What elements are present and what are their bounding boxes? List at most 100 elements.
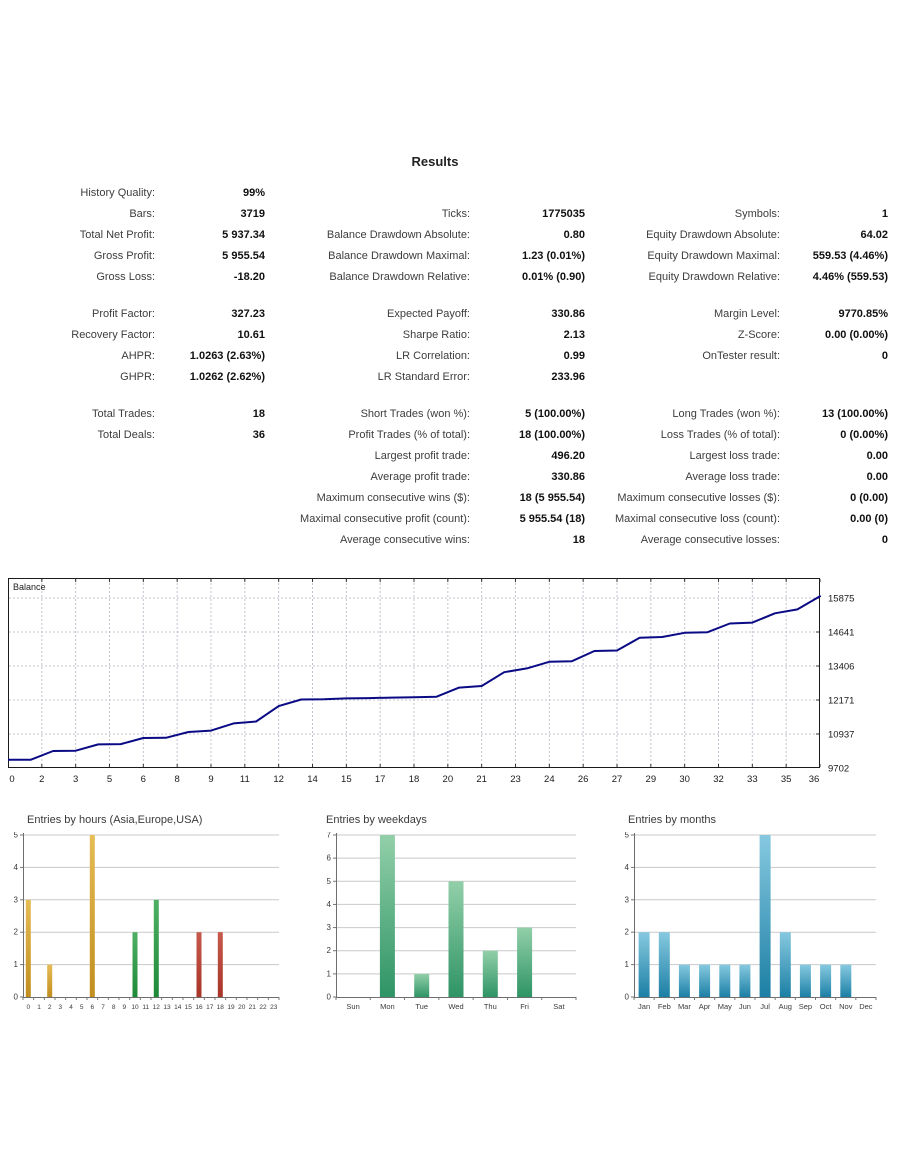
x-axis-tick-label: 32 bbox=[713, 774, 724, 785]
stat-value: 18 bbox=[572, 533, 585, 546]
y-axis-tick-label: 3 bbox=[625, 895, 630, 904]
stat-value: 0.00 (0.00%) bbox=[825, 328, 888, 341]
chart-month-svg: 0 1 2 3 4 5 Jan Feb Mar Apr May Jun Jul Aug Sep Oct Nov D… bbox=[625, 832, 877, 1011]
results-stats-table: History Quality: 99% Bars: 3719 Ticks: 177503… bbox=[0, 182, 888, 550]
y-axis-tick-label: 1 bbox=[14, 960, 19, 969]
y-axis-tick-label: 13406 bbox=[828, 662, 854, 673]
y-axis-tick-label: 3 bbox=[14, 895, 19, 904]
stats-row: Total Trades: 18 Short Trades (won %): 5 (1… bbox=[0, 403, 888, 424]
x-axis-tick-label: Feb bbox=[658, 1002, 671, 1011]
x-axis-tick-label: 5 bbox=[107, 774, 112, 785]
y-axis-tick-label: 1 bbox=[625, 960, 630, 969]
stat-label: Maximum consecutive losses ($): bbox=[617, 491, 780, 504]
stat-label: Balance Drawdown Relative: bbox=[329, 270, 470, 283]
stat-label: Average consecutive wins: bbox=[339, 533, 470, 546]
stat-label: Gross Loss: bbox=[96, 270, 155, 283]
stat-value: 1.0262 (2.62%) bbox=[189, 370, 265, 383]
x-axis-tick-label: Aug bbox=[779, 1002, 792, 1011]
y-axis-tick-label: 15875 bbox=[828, 594, 854, 605]
y-axis-tick-label: 0 bbox=[14, 993, 19, 1002]
stat-value: 10.61 bbox=[237, 328, 265, 341]
y-axis-tick-label: 4 bbox=[14, 863, 19, 872]
stat-label: Profit Trades (% of total): bbox=[348, 428, 470, 441]
bar-6 bbox=[89, 835, 95, 997]
stat-value: 0 bbox=[881, 349, 888, 362]
stats-row: History Quality: 99% bbox=[0, 182, 888, 203]
stat-value: 1775035 bbox=[542, 207, 585, 220]
stat-label: Average loss trade: bbox=[685, 470, 780, 483]
x-axis-tick-label: 4 bbox=[69, 1004, 73, 1011]
x-axis-tick-label: Jun bbox=[739, 1002, 751, 1011]
stat-label: Average consecutive losses: bbox=[640, 533, 780, 546]
x-axis-tick-label: 11 bbox=[142, 1004, 149, 1011]
balance-series-line bbox=[8, 595, 821, 761]
stat-value: 18 (5 955.54) bbox=[519, 491, 585, 504]
bar-Tue bbox=[414, 973, 430, 997]
x-axis-tick-label: 19 bbox=[227, 1004, 235, 1011]
stats-row: AHPR: 1.0263 (2.63%) LR Correlation: 0.99 On… bbox=[0, 345, 888, 366]
stats-row: Average consecutive wins: 18 Average conse… bbox=[0, 529, 888, 550]
x-axis-tick-label: 23 bbox=[510, 774, 521, 785]
x-axis-tick-label: 5 bbox=[80, 1004, 84, 1011]
x-axis-tick-label: 26 bbox=[578, 774, 589, 785]
y-axis-tick-label: 14641 bbox=[828, 628, 854, 639]
x-axis-tick-label: 6 bbox=[141, 774, 146, 785]
stat-label: Sharpe Ratio: bbox=[402, 328, 470, 341]
stat-value: 1.0263 (2.63%) bbox=[189, 349, 265, 362]
bar-Wed bbox=[448, 881, 464, 997]
y-axis-tick-label: 12171 bbox=[828, 696, 854, 707]
bar-0 bbox=[25, 899, 31, 997]
x-axis-tick-label: 14 bbox=[174, 1004, 182, 1011]
y-axis-tick-label: 5 bbox=[14, 832, 19, 840]
bar-18 bbox=[217, 932, 223, 997]
chart-week-svg: 0 1 2 3 4 5 6 7 Sun Mon Tue Wed Thu Fri Sat bbox=[327, 832, 577, 1011]
bar-Aug bbox=[779, 932, 791, 997]
stat-label: Profit Factor: bbox=[92, 307, 155, 320]
x-axis-tick-label: 8 bbox=[112, 1004, 116, 1011]
stat-value: 2.13 bbox=[563, 328, 585, 341]
x-axis-tick-label: Jan bbox=[638, 1002, 650, 1011]
stats-row: Average profit trade: 330.86 Average loss … bbox=[0, 466, 888, 487]
stat-value: 5 955.54 (18) bbox=[519, 512, 585, 525]
bar-Jul bbox=[759, 835, 771, 997]
y-axis-tick-label: 4 bbox=[625, 863, 630, 872]
x-axis-tick-label: 17 bbox=[206, 1004, 214, 1011]
balance-chart-svg: 0 2 3 5 6 8 9 11 12 14 15 17 18 20 21 23 24 26 27 29 30 32 33 3… bbox=[8, 578, 854, 785]
x-axis-tick-label: 17 bbox=[375, 774, 386, 785]
bar-Nov bbox=[840, 964, 852, 997]
bar-Oct bbox=[820, 964, 832, 997]
stat-label: Largest profit trade: bbox=[374, 449, 470, 462]
stat-label: Largest loss trade: bbox=[689, 449, 781, 462]
x-axis-tick-label: 1 bbox=[37, 1004, 41, 1011]
x-axis-tick-label: 18 bbox=[409, 774, 420, 785]
bar-Mar bbox=[678, 964, 690, 997]
stats-row: Maximal consecutive profit (count): 5 955… bbox=[0, 508, 888, 529]
x-axis-tick-label: 9 bbox=[208, 774, 213, 785]
stats-row: GHPR: 1.0262 (2.62%) LR Standard Error: 233… bbox=[0, 366, 888, 387]
bar-Jun bbox=[739, 964, 751, 997]
stat-label: GHPR: bbox=[120, 370, 155, 383]
stats-section-gap bbox=[0, 387, 888, 403]
stat-label: Balance Drawdown Absolute: bbox=[326, 228, 470, 241]
stat-value: 330.86 bbox=[551, 470, 585, 483]
stat-value: -18.20 bbox=[233, 270, 265, 283]
stat-value: 327.23 bbox=[231, 307, 265, 320]
bar-Fri bbox=[517, 927, 533, 997]
x-axis-tick-label: 15 bbox=[185, 1004, 193, 1011]
y-axis-tick-label: 5 bbox=[625, 832, 630, 840]
x-axis-tick-label: Tue bbox=[415, 1002, 428, 1011]
y-axis-tick-label: 6 bbox=[327, 854, 332, 863]
stat-label: Bars: bbox=[129, 207, 155, 220]
stats-row: Maximum consecutive wins ($): 18 (5 955.5… bbox=[0, 487, 888, 508]
y-axis-tick-label: 2 bbox=[327, 946, 332, 955]
stat-value: 0.00 bbox=[866, 449, 888, 462]
stat-label: History Quality: bbox=[80, 186, 155, 199]
stat-value: 1.23 (0.01%) bbox=[522, 249, 585, 262]
stats-row: Total Net Profit: 5 937.34 Balance Drawdow… bbox=[0, 224, 888, 245]
stat-label: Margin Level: bbox=[713, 307, 780, 320]
stat-label: Ticks: bbox=[441, 207, 470, 220]
bar-16 bbox=[196, 932, 202, 997]
stat-value: 0.00 (0) bbox=[850, 512, 888, 525]
y-axis-tick-label: 9702 bbox=[828, 764, 849, 775]
